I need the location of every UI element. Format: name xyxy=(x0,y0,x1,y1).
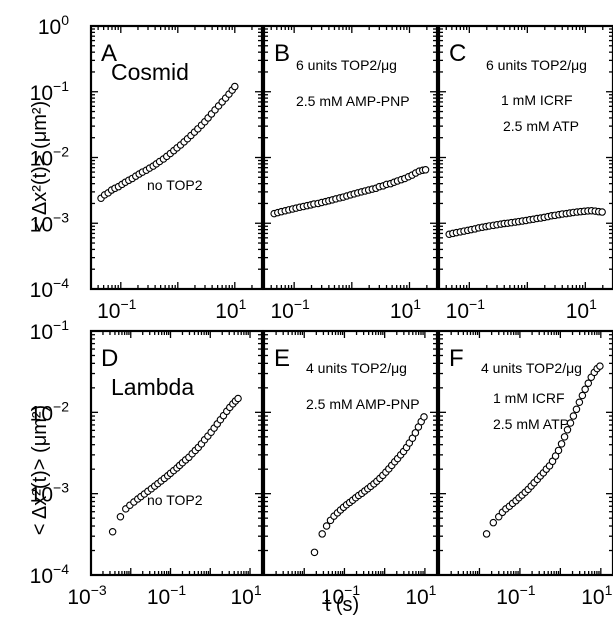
panel-f: 10−1 101 F 4 units TOP2/μg 1 mM ICRF 2.5 mM A… xyxy=(437,329,613,609)
panel-letter: F xyxy=(449,345,464,372)
y-tick-label: 10−1 xyxy=(30,78,70,105)
data-point xyxy=(318,530,326,538)
panel-letter: E xyxy=(274,345,290,372)
data-point xyxy=(566,419,575,427)
data-point xyxy=(108,528,117,536)
data-point xyxy=(581,385,589,394)
x-tick-label: 101 xyxy=(566,296,597,323)
y-tick-label: 10−1 xyxy=(30,317,70,344)
panel-annotation: 6 units TOP2/μg xyxy=(296,57,397,73)
x-tick-label: 101 xyxy=(405,582,436,609)
data-point xyxy=(569,412,578,420)
panel-letter: D xyxy=(101,345,118,372)
panel-annotation: no TOP2 xyxy=(147,492,203,508)
data-point xyxy=(557,440,566,448)
x-tick-label: 101 xyxy=(581,582,612,609)
y-tick-label: 10−3 xyxy=(30,209,70,236)
panel-e: 10−1 101 E 4 units TOP2/μg 2.5 mM AMP-PNP xyxy=(262,329,439,609)
data-point xyxy=(421,166,430,174)
data-point xyxy=(482,530,491,538)
panel-annotation: 2.5 mM AMP-PNP xyxy=(306,396,420,412)
x-axis-label: t (s) xyxy=(325,594,359,616)
data-point xyxy=(596,362,604,370)
panel-annotation: 4 units TOP2/μg xyxy=(306,360,407,376)
data-point xyxy=(489,518,498,527)
panel-annotation: Cosmid xyxy=(111,59,189,85)
data-point xyxy=(231,82,239,91)
x-tick-label: 101 xyxy=(230,582,261,609)
data-point xyxy=(116,513,125,521)
panel-letter: A xyxy=(101,40,117,67)
y-tick-label: 10−4 xyxy=(30,275,70,302)
data-point xyxy=(551,452,560,460)
x-tick-label: 10−1 xyxy=(446,296,486,323)
x-tick-label: 10−1 xyxy=(496,582,536,609)
data-point xyxy=(420,413,428,421)
data-point xyxy=(560,433,569,441)
panel-c: 10−1 101 C 6 units TOP2/μg 1 mM ICRF 2.5 mM A… xyxy=(437,24,613,323)
y-tick-label: 10−2 xyxy=(30,398,70,425)
y-axis-label-top: < Δx²(t)> (μm²) xyxy=(29,101,51,231)
data-point xyxy=(411,429,420,437)
data-point xyxy=(322,522,331,530)
y-axis-label-bottom: < Δx²(t)> (μm²) xyxy=(29,405,51,535)
data-point xyxy=(234,394,242,403)
x-tick-label: 101 xyxy=(390,296,421,323)
panel-annotation: 2.5 mM ATP xyxy=(503,118,579,134)
data-point xyxy=(572,405,581,414)
panel-annotation: 6 units TOP2/μg xyxy=(486,57,587,73)
x-tick-label: 10−1 xyxy=(270,296,310,323)
panel-frame xyxy=(89,329,264,577)
x-tick-label: 10−3 xyxy=(67,582,107,609)
data-point xyxy=(310,548,319,557)
x-tick-label: 10−1 xyxy=(321,582,361,609)
panel-b: 10−1 101 B 6 units TOP2/μg 2.5 mM AMP-PNP xyxy=(262,24,439,323)
data-point xyxy=(563,426,572,434)
panel-annotation: 2.5 mM ATP xyxy=(493,416,569,432)
panel-annotation: 2.5 mM AMP-PNP xyxy=(296,93,410,109)
data-point xyxy=(575,398,584,407)
y-tick-label: 100 xyxy=(38,12,69,39)
x-tick-label: 101 xyxy=(215,296,246,323)
data-point xyxy=(584,379,593,387)
panel-annotation: 1 mM ICRF xyxy=(493,390,565,406)
data-point xyxy=(554,446,563,455)
panel-frame xyxy=(437,329,613,577)
panel-annotation: 1 mM ICRF xyxy=(501,92,573,108)
panel-annotation: no TOP2 xyxy=(147,177,203,193)
data-point xyxy=(578,391,587,400)
panel-letter: B xyxy=(274,40,290,67)
x-tick-label: 10−1 xyxy=(97,296,137,323)
y-tick-label: 10−4 xyxy=(30,561,70,588)
panel-annotation: Lambda xyxy=(111,374,194,400)
panel-annotation: 4 units TOP2/μg xyxy=(481,360,582,376)
y-tick-label: 10−2 xyxy=(30,144,70,171)
panel-letter: C xyxy=(449,40,466,67)
x-tick-label: 10−1 xyxy=(147,582,187,609)
data-point xyxy=(598,208,606,216)
panel-frame xyxy=(262,329,439,577)
y-tick-label: 10−3 xyxy=(30,480,70,507)
